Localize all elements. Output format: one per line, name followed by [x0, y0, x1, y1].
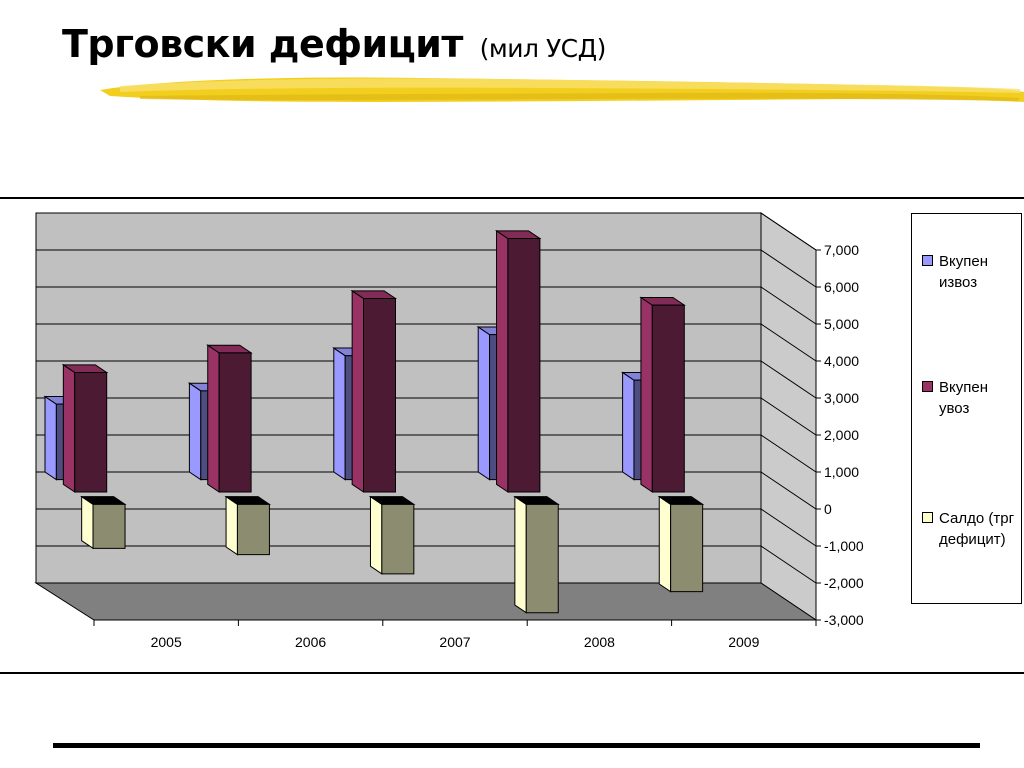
- bar-import-2005-front: [74, 371, 108, 493]
- bar-balance-2006-front: [236, 503, 270, 556]
- gridline: [36, 434, 817, 473]
- bar-import-2008: [494, 229, 542, 493]
- gridline: [36, 323, 817, 362]
- gridline: [36, 545, 817, 584]
- bar-import-2006-front: [218, 352, 252, 493]
- y-tick-label: -2,000: [824, 575, 864, 591]
- bar-export-2009-side: [622, 371, 635, 481]
- bar-balance-2007-front: [381, 503, 415, 575]
- gridline: [36, 508, 817, 547]
- bar-export-2008-side: [477, 326, 491, 481]
- gridline: [36, 249, 817, 288]
- bar-import-2009-front: [651, 304, 685, 493]
- slide-title-text: Трговски дефицит: [62, 22, 463, 66]
- footer-rule: [53, 743, 980, 748]
- bar-import-2008-front: [507, 238, 541, 493]
- bar-import-2005: [61, 363, 109, 493]
- bar-balance-2009-front: [670, 503, 704, 593]
- legend-label-export: Вкупен извоз: [939, 253, 988, 291]
- legend-swatch-export: [922, 255, 933, 266]
- legend-swatch-balance: [922, 512, 933, 523]
- y-tick-label: 3,000: [824, 390, 859, 406]
- gridline: [36, 397, 817, 436]
- x-tick-label: 2007: [439, 634, 470, 650]
- x-tick-label: 2009: [728, 634, 759, 650]
- top-divider: [0, 197, 1024, 199]
- bar-import-2009: [639, 296, 686, 493]
- gridline: [36, 286, 817, 325]
- bar-export-2005-side: [44, 395, 57, 481]
- bar-import-2005-side: [62, 363, 76, 493]
- bar-import-2007: [350, 289, 398, 493]
- gridline: [36, 471, 817, 510]
- slide-subtitle: (мил УСД): [479, 34, 607, 63]
- bar-import-2008-side: [496, 229, 509, 493]
- y-tick-label: 6,000: [824, 279, 859, 295]
- bar-balance-2009: [657, 495, 705, 593]
- bar-export-2006-side: [188, 382, 202, 481]
- bar-import-2009-side: [640, 296, 653, 493]
- chart-legend: Вкупен извоз Вкупен увоз Салдо (трг дефи…: [911, 213, 1022, 604]
- gridline: [36, 360, 817, 399]
- y-tick-label: 7,000: [824, 242, 859, 258]
- bar-import-2007-front: [363, 297, 396, 493]
- y-tick-label: 4,000: [824, 353, 859, 369]
- bottom-divider: [0, 672, 1024, 674]
- bar-balance-2005: [80, 495, 127, 550]
- bar-balance-2008: [513, 495, 560, 614]
- x-tick-label: 2008: [584, 634, 615, 650]
- bar-import-2006-side: [207, 344, 220, 493]
- legend-swatch-import: [922, 381, 933, 392]
- bar-balance-2008-front: [525, 503, 559, 614]
- x-tick-label: 2005: [151, 634, 182, 650]
- bar-balance-2007-side: [369, 495, 383, 575]
- y-tick-label: 0: [824, 501, 832, 517]
- bar-balance-2007: [368, 495, 416, 575]
- y-tick-label: -3,000: [824, 612, 864, 628]
- bar-balance-2006-side: [225, 495, 238, 556]
- bar-balance-2005-front: [92, 503, 126, 549]
- bar-balance-2009-side: [658, 495, 672, 593]
- gridline: [36, 212, 817, 251]
- bar-import-2006: [206, 344, 253, 493]
- bar-balance-2006: [224, 495, 272, 556]
- legend-label-balance: Салдо (трг дефицит): [939, 510, 1015, 548]
- y-tick-label: 5,000: [824, 316, 859, 332]
- x-tick-label: 2006: [295, 634, 326, 650]
- y-tick-label: 2,000: [824, 427, 859, 443]
- y-tick-label: 1,000: [824, 464, 859, 480]
- legend-label-import: Вкупен увоз: [939, 379, 988, 417]
- slide-title: Трговски дефицит (мил УСД): [62, 22, 606, 66]
- bar-import-2007-side: [351, 289, 364, 493]
- bar-balance-2008-side: [514, 495, 527, 614]
- y-tick-label: -1,000: [824, 538, 864, 554]
- bar-balance-2005-side: [81, 495, 94, 550]
- yellow-brush-stroke: [100, 77, 1024, 102]
- bar-export-2007-side: [333, 347, 346, 481]
